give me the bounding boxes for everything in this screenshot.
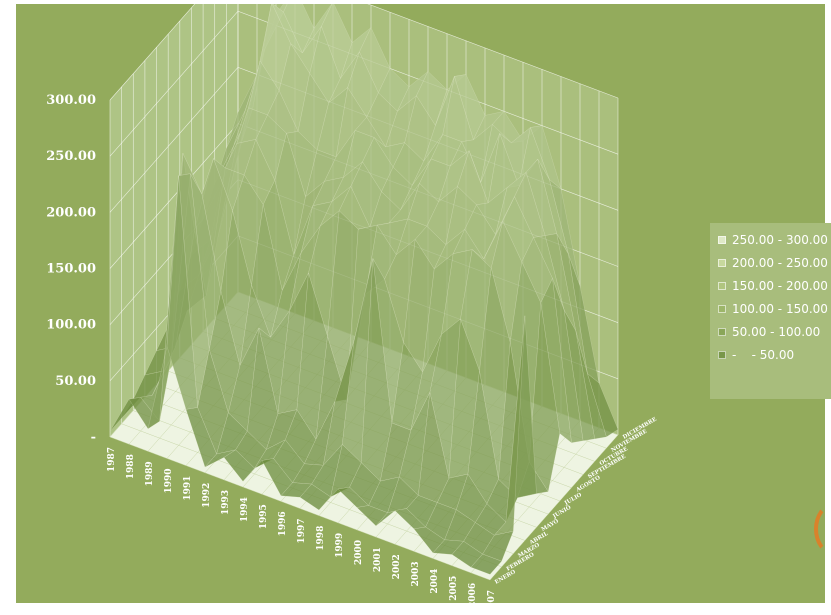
x-tick-label: 1996 (278, 511, 288, 536)
y-tick-label: 50.00 (55, 374, 96, 389)
legend-label: 50.00 - 100.00 (732, 325, 821, 339)
decorative-arc (814, 503, 831, 555)
legend-label: 150.00 - 200.00 (732, 279, 828, 293)
legend-item: 50.00 - 100.00 (718, 323, 820, 341)
gridline-y (109, 4, 619, 101)
surface-patch (575, 330, 607, 440)
x-tick-label: 2004 (430, 569, 440, 594)
x-tick-label: 1989 (145, 461, 155, 486)
surface-chart: - 50.00 100.00 150.00 200.00 250.00 300.00 1987… (46, 4, 658, 603)
surface-patch (482, 530, 514, 562)
legend-item: 250.00 - 300.00 (718, 231, 828, 249)
legend-swatch (718, 305, 726, 313)
x-tick-label: 2000 (354, 540, 364, 565)
left-wall (110, 4, 238, 437)
surface (109, 4, 619, 575)
x-tick-label: 1994 (240, 497, 250, 522)
x-tick-label: 1995 (259, 504, 269, 529)
surface-patch (540, 277, 572, 444)
legend-swatch (718, 236, 726, 244)
floor-line-x (489, 434, 619, 581)
x-tick-label: 1993 (221, 490, 231, 515)
x-tick-label: 2005 (449, 576, 459, 601)
x-tick-label: 1991 (183, 476, 193, 501)
legend-swatch (718, 259, 726, 267)
x-tick-label: 2002 (392, 554, 402, 579)
legend-label: - - 50.00 (732, 348, 795, 362)
legend-item: - - 50.00 (718, 346, 794, 364)
legend-item: 200.00 - 250.00 (718, 254, 828, 272)
z-tick-label: MAYO (541, 518, 560, 533)
surface-patch (493, 315, 526, 536)
x-tick-label: 2007 (487, 590, 497, 603)
x-tick-label: 1990 (164, 468, 174, 493)
legend-swatch (718, 351, 726, 359)
surface-patch (528, 302, 561, 493)
legend-swatch (718, 328, 726, 336)
legend-label: 250.00 - 300.00 (732, 233, 828, 247)
y-tick-label: - (91, 430, 96, 445)
y-tick-label: 250.00 (46, 149, 96, 164)
x-tick-label: 1987 (107, 447, 117, 472)
y-tick-label: 100.00 (46, 318, 96, 333)
legend-label: 200.00 - 250.00 (732, 256, 828, 270)
chart-frame: - 50.00 100.00 150.00 200.00 250.00 300.00 1987… (16, 4, 831, 603)
surface-patch (563, 309, 595, 442)
x-tick-label: 1998 (316, 526, 326, 551)
surface-patch (302, 4, 333, 54)
surface-patch (552, 278, 584, 444)
y-tick-label: 300.00 (46, 93, 96, 108)
legend-item: 150.00 - 200.00 (718, 277, 828, 295)
legend: 250.00 - 300.00 200.00 - 250.00 150.00 - 2… (710, 223, 831, 399)
x-tick-label: 2001 (373, 547, 383, 572)
y-tick-label: 150.00 (46, 262, 96, 277)
x-tick-label: 2006 (468, 583, 478, 603)
x-tick-label: 1997 (297, 519, 307, 544)
x-tick-label: 1988 (126, 454, 136, 479)
surface-patch (586, 372, 619, 438)
legend-item: 100.00 - 150.00 (718, 300, 828, 318)
legend-swatch (718, 282, 726, 290)
x-tick-label: 1999 (335, 533, 345, 558)
surface-patch (470, 553, 503, 575)
y-tick-label: 200.00 (46, 205, 96, 220)
x-tick-label: 1992 (202, 483, 212, 508)
x-tick-label: 2003 (411, 561, 421, 586)
legend-label: 100.00 - 150.00 (732, 302, 828, 316)
x-axis: 1987 1988 1989 1990 1991 1992 1993 1994 1995 1996… (107, 447, 497, 603)
y-axis: - 50.00 100.00 150.00 200.00 250.00 300.00 (46, 93, 96, 445)
floor-line-z (109, 436, 491, 581)
